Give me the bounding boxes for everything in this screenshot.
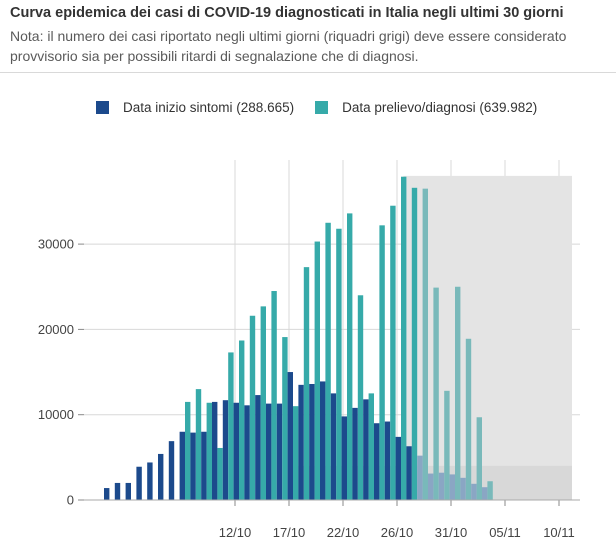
bar-onset	[320, 381, 326, 500]
bar-onset	[309, 383, 315, 500]
legend-item-onset[interactable]: Data inizio sintomi (288.665)	[96, 100, 294, 115]
legend-swatch-onset	[96, 101, 109, 114]
bar-onset	[125, 482, 131, 500]
bars	[104, 176, 493, 501]
bar-diagnosis	[314, 241, 320, 500]
bar-onset	[330, 393, 337, 500]
bar-onset	[374, 423, 380, 500]
bar-diagnosis	[303, 267, 310, 500]
bar-onset	[471, 483, 477, 500]
bar-diagnosis	[195, 389, 202, 500]
chart-note-line-2: provvisorio sia per possibili ritardi di…	[10, 48, 419, 64]
bar-diagnosis	[390, 205, 396, 500]
x-tick-label: 26/10	[381, 525, 414, 540]
bar-diagnosis	[206, 402, 212, 500]
x-tick-label: 22/10	[327, 525, 360, 540]
bar-diagnosis	[368, 393, 374, 500]
bar-diagnosis	[487, 481, 493, 500]
x-tick-label: 31/10	[435, 525, 468, 540]
bar-onset	[384, 421, 391, 500]
bar-onset	[352, 407, 358, 500]
bar-diagnosis	[336, 228, 342, 500]
y-tick-label: 0	[67, 493, 74, 508]
bar-onset	[136, 466, 142, 500]
y-tick-label: 30000	[38, 237, 74, 252]
bar-onset	[428, 473, 434, 500]
chart-legend: Data inizio sintomi (288.665) Data preli…	[96, 100, 558, 115]
header-separator	[0, 72, 616, 73]
bar-onset	[190, 432, 196, 500]
bar-onset	[276, 403, 283, 500]
axes: 0 10000 20000 30000 12/10 17/10 22/10 26/10 31/1…	[38, 237, 580, 540]
bar-diagnosis	[444, 390, 450, 500]
bar-onset	[363, 399, 369, 500]
bar-diagnosis	[260, 306, 266, 500]
bar-onset	[168, 441, 175, 500]
legend-swatch-diagnosis	[315, 101, 329, 114]
bar-onset	[298, 384, 304, 500]
bar-diagnosis	[239, 340, 245, 500]
bar-onset	[449, 474, 455, 500]
bar-onset	[114, 482, 121, 500]
bar-onset	[438, 472, 445, 500]
chart-note-line-1: Nota: il numero dei casi riportato negli…	[10, 28, 567, 44]
bar-diagnosis	[271, 291, 277, 500]
bar-onset	[212, 401, 218, 500]
bar-onset	[104, 488, 110, 500]
x-tick-label: 12/10	[219, 525, 252, 540]
bar-onset	[158, 453, 164, 500]
x-tick-label: 17/10	[273, 525, 306, 540]
bar-diagnosis	[217, 447, 223, 500]
bar-diagnosis	[249, 315, 256, 500]
bar-diagnosis	[422, 188, 428, 500]
bar-onset	[179, 431, 185, 500]
bar-onset	[201, 431, 207, 500]
bar-diagnosis	[347, 213, 353, 500]
bar-onset	[222, 400, 229, 500]
bar-onset	[395, 436, 401, 500]
x-tick-label: 05/11	[489, 525, 521, 540]
bar-onset	[233, 402, 239, 500]
bar-diagnosis	[228, 352, 234, 500]
bar-onset	[417, 455, 423, 500]
bar-diagnosis	[282, 337, 288, 500]
bar-onset	[460, 477, 466, 500]
bar-diagnosis	[379, 225, 385, 501]
bar-diagnosis	[465, 338, 472, 500]
bar-diagnosis	[293, 406, 299, 500]
bar-onset	[482, 487, 488, 500]
bar-diagnosis	[325, 222, 331, 500]
chart-title: Curva epidemica dei casi di COVID-19 dia…	[10, 5, 564, 21]
legend-label-diagnosis: Data prelievo/diagnosi (639.982)	[342, 100, 538, 115]
bar-onset	[255, 395, 261, 500]
bar-diagnosis	[401, 176, 407, 500]
bar-onset	[341, 416, 347, 500]
bar-onset	[406, 446, 412, 500]
legend-label-onset: Data inizio sintomi (288.665)	[123, 100, 295, 115]
bar-diagnosis	[185, 401, 191, 500]
legend-item-diagnosis[interactable]: Data prelievo/diagnosi (639.982)	[315, 100, 537, 115]
x-tick-label: 10/11	[543, 525, 575, 540]
bar-onset	[244, 405, 250, 500]
bar-diagnosis	[411, 187, 418, 500]
bar-diagnosis	[476, 417, 482, 500]
y-tick-label: 10000	[38, 407, 74, 422]
bar-onset	[147, 462, 153, 500]
bar-diagnosis	[433, 287, 439, 500]
chart-note: Nota: il numero dei casi riportato negli…	[10, 26, 610, 66]
provisional-area-diagnosis	[403, 175, 572, 501]
bar-onset	[266, 403, 272, 500]
y-tick-label: 20000	[38, 322, 74, 337]
bar-onset	[287, 372, 293, 500]
bar-diagnosis	[357, 295, 364, 500]
bar-diagnosis	[455, 286, 461, 500]
